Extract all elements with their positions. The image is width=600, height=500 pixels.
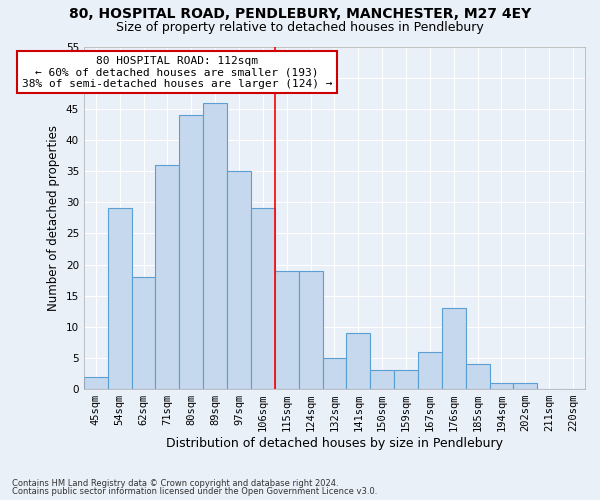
Bar (394, 370, 418, 389)
Bar (299, 270, 323, 389)
Text: 80 HOSPITAL ROAD: 112sqm
← 60% of detached houses are smaller (193)
38% of semi-: 80 HOSPITAL ROAD: 112sqm ← 60% of detach… (22, 56, 332, 89)
Bar (108, 208, 131, 389)
Bar (323, 358, 346, 389)
Bar (346, 333, 370, 389)
Bar (84, 376, 108, 389)
Bar (466, 364, 490, 389)
Bar (442, 308, 466, 389)
Bar (251, 208, 275, 389)
Text: 80, HOSPITAL ROAD, PENDLEBURY, MANCHESTER, M27 4EY: 80, HOSPITAL ROAD, PENDLEBURY, MANCHESTE… (69, 8, 531, 22)
Text: Contains public sector information licensed under the Open Government Licence v3: Contains public sector information licen… (12, 487, 377, 496)
Bar (370, 370, 394, 389)
Bar (490, 383, 514, 389)
Text: Contains HM Land Registry data © Crown copyright and database right 2024.: Contains HM Land Registry data © Crown c… (12, 478, 338, 488)
Y-axis label: Number of detached properties: Number of detached properties (47, 125, 60, 311)
Bar (131, 277, 155, 389)
Bar (227, 171, 251, 389)
Bar (514, 383, 537, 389)
Bar (179, 115, 203, 389)
Bar (275, 270, 299, 389)
Text: Size of property relative to detached houses in Pendlebury: Size of property relative to detached ho… (116, 21, 484, 34)
Bar (155, 165, 179, 389)
Bar (203, 102, 227, 389)
X-axis label: Distribution of detached houses by size in Pendlebury: Distribution of detached houses by size … (166, 437, 503, 450)
Bar (418, 352, 442, 389)
